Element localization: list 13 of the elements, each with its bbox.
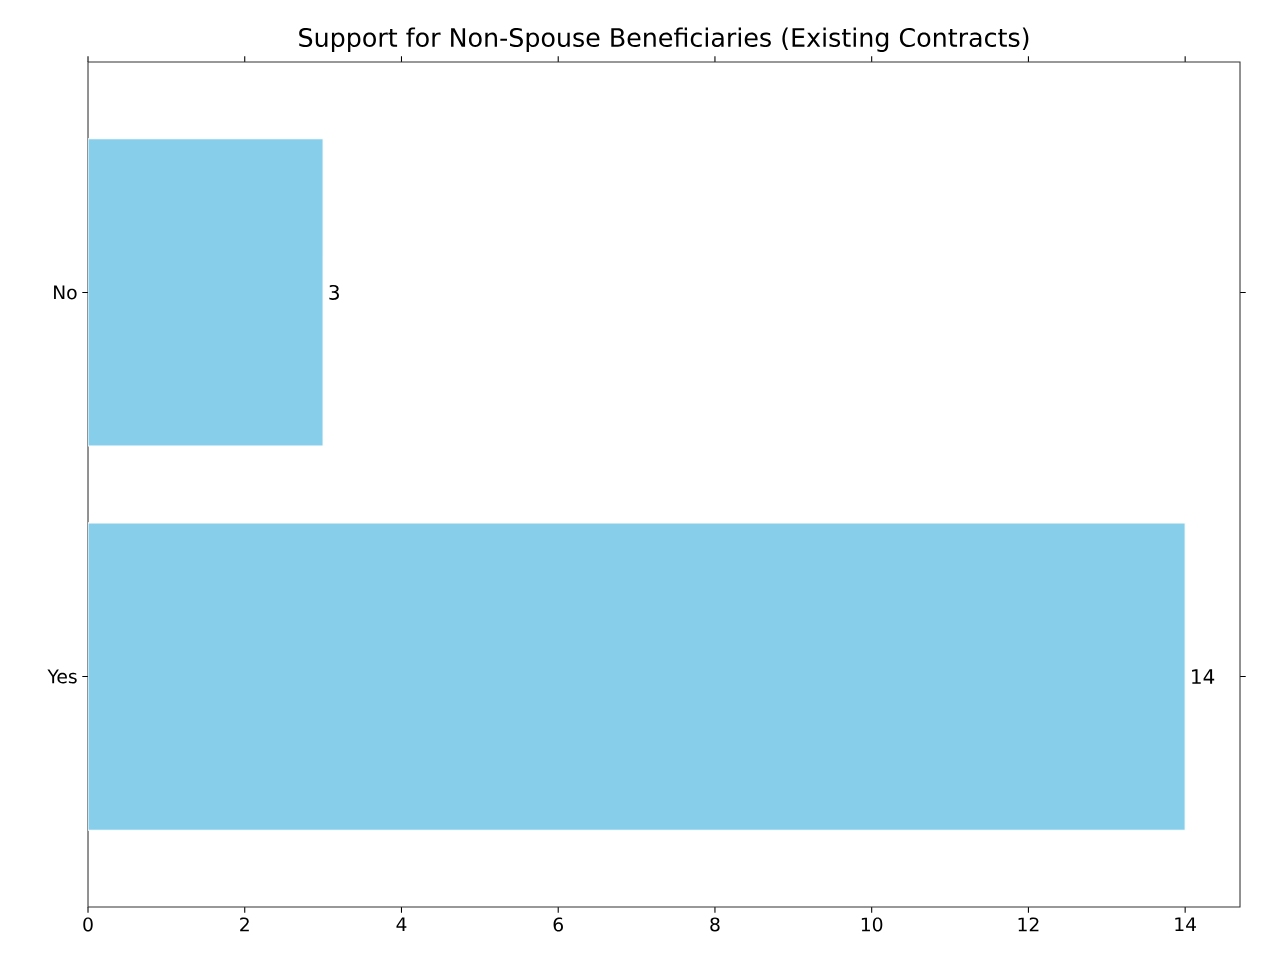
x-tick-label: 2 xyxy=(240,917,249,932)
data-label: 14 xyxy=(1192,669,1215,684)
x-tick-label: 0 xyxy=(83,917,93,932)
data-label: 3 xyxy=(329,284,339,301)
y-tick-label: Yes xyxy=(47,669,77,684)
y-tick-label: No xyxy=(54,285,77,300)
x-tick-label: 14 xyxy=(1175,917,1196,931)
x-tick-label: 6 xyxy=(553,917,563,932)
x-tick-label: 12 xyxy=(1018,917,1039,932)
chart-title: Support for Non-Spouse Beneficiaries (Existing Contracts) xyxy=(299,27,1029,52)
x-tick-label: 8 xyxy=(710,917,720,932)
x-tick-label: 4 xyxy=(396,917,407,931)
x-tick-label: 10 xyxy=(861,917,883,932)
